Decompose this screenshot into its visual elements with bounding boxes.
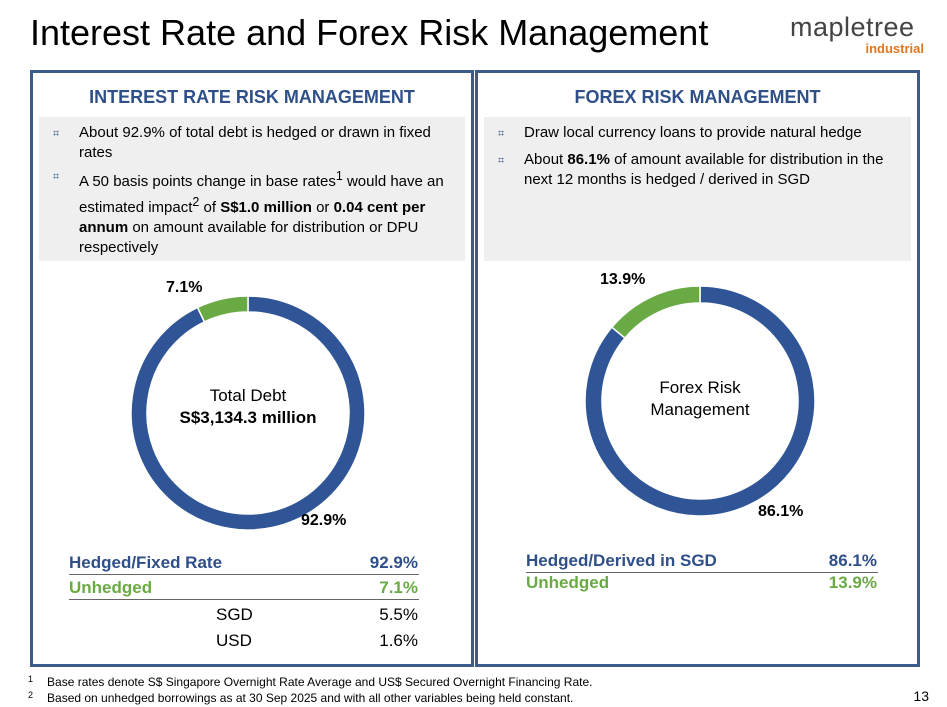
forex-bullets: ⌗ Draw local currency loans to provide n… xyxy=(484,117,911,261)
donut-center-line: Management xyxy=(650,400,750,419)
donut-unhedged-label: 13.9% xyxy=(600,271,646,288)
bullet-text: would have an estimated impact xyxy=(79,173,444,216)
bullet-text: A 50 basis points change in base rates xyxy=(79,173,336,190)
bullet-icon: ⌗ xyxy=(498,128,505,140)
bullet-bold: 0.04 cent per annum xyxy=(79,199,426,236)
footnote-text: Based on unhedged borrowings as at 30 Se… xyxy=(47,691,574,705)
hedged-row-label: Hedged/Fixed Rate xyxy=(69,553,223,572)
bullet-icon: ⌗ xyxy=(53,171,60,183)
donut-hedged-label: 92.9% xyxy=(301,512,347,529)
hedged-row-value: 86.1% xyxy=(828,551,877,570)
bullet-item: ⌗ About 92.9% of total debt is hedged or… xyxy=(53,123,453,163)
forex-heading: FOREX RISK MANAGEMENT xyxy=(574,87,821,107)
unhedged-row-label: Unhedged xyxy=(69,578,153,597)
donut-center-line: Total Debt xyxy=(209,386,287,405)
donut-slice-unhedged xyxy=(610,285,701,340)
interest-rate-bullets: ⌗ About 92.9% of total debt is hedged or… xyxy=(39,117,465,261)
bullet-item: ⌗ About 86.1% of amount available for di… xyxy=(498,150,899,190)
bullet-item: ⌗ Draw local currency loans to provide n… xyxy=(498,123,899,143)
donut-hedged-label: 86.1% xyxy=(758,503,804,520)
donut-center-value: S$3,134.3 million xyxy=(179,408,317,427)
footnote-ref: 2 xyxy=(192,195,200,209)
unhedged-row-value: 13.9% xyxy=(828,573,877,592)
donut-slice-hedged-fixed-rate xyxy=(130,295,366,531)
footnote-number: 1 xyxy=(28,674,34,684)
footnote-2: 2 Based on unhedged borrowings as at 30 S… xyxy=(28,690,574,705)
interest-rate-panel: INTEREST RATE RISK MANAGEMENT ⌗ About 92… xyxy=(30,70,474,667)
table-divider xyxy=(69,574,419,575)
unhedged-row-value: 7.1% xyxy=(379,578,418,597)
interest-rate-heading: INTEREST RATE RISK MANAGEMENT xyxy=(89,87,415,107)
usd-row-value: 1.6% xyxy=(379,631,418,650)
bullet-icon: ⌗ xyxy=(53,128,60,140)
bullet-text: Draw local currency loans to provide nat… xyxy=(524,124,862,141)
sgd-row-value: 5.5% xyxy=(379,605,418,624)
unhedged-row-label: Unhedged xyxy=(526,573,610,592)
donut-slice-hedged-derived-in-sgd xyxy=(584,285,816,517)
bullet-text: on amount available for distribution or … xyxy=(79,219,419,256)
footnote-1: 1 Base rates denote S$ Singapore Overnigh… xyxy=(28,674,593,689)
bullet-text: of amount available for distribution in … xyxy=(524,151,884,188)
bullet-bold: S$1.0 million xyxy=(220,199,312,216)
hedged-row-value: 92.9% xyxy=(369,553,418,572)
donut-center-text: Total Debt S$3,134.3 million xyxy=(158,385,338,429)
page-number: 13 xyxy=(913,688,929,704)
forex-panel: FOREX RISK MANAGEMENT ⌗ Draw local curre… xyxy=(475,70,920,667)
bullet-text: About 92.9% of total debt is hedged or d… xyxy=(79,124,431,161)
donut-center-line: Forex Risk xyxy=(659,378,741,397)
footnote-ref: 1 xyxy=(335,169,343,183)
table-divider xyxy=(69,599,419,600)
footnote-number: 2 xyxy=(28,690,34,700)
hedged-row-label: Hedged/Derived in SGD xyxy=(526,551,717,570)
logo-sub: industrial xyxy=(865,41,924,56)
table-divider xyxy=(526,572,878,573)
bullet-item: ⌗ A 50 basis points change in base rates… xyxy=(53,166,453,258)
company-logo: mapletree industrial xyxy=(790,12,930,56)
page-title: Interest Rate and Forex Risk Management xyxy=(30,12,709,53)
donut-center-text: Forex Risk Management xyxy=(610,377,790,421)
logo-name: mapletree xyxy=(790,12,915,42)
bullet-text: About xyxy=(524,151,568,168)
donut-slice-unhedged xyxy=(196,295,249,323)
sgd-row-label: SGD xyxy=(216,605,253,624)
donut-unhedged-label: 7.1% xyxy=(166,279,203,296)
usd-row-label: USD xyxy=(216,631,252,650)
bullet-bold: 86.1% xyxy=(567,151,610,168)
bullet-text: of xyxy=(199,199,221,216)
forex-donut-chart xyxy=(584,285,816,517)
bullet-icon: ⌗ xyxy=(498,155,505,167)
footnote-text: Base rates denote S$ Singapore Overnight… xyxy=(47,675,593,689)
bullet-text: or xyxy=(311,199,334,216)
total-debt-donut-chart xyxy=(130,295,366,531)
